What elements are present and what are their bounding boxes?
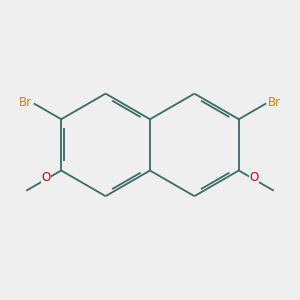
Text: O: O bbox=[250, 171, 259, 184]
Text: Br: Br bbox=[19, 96, 32, 109]
Text: O: O bbox=[41, 171, 50, 184]
Text: Br: Br bbox=[268, 96, 281, 109]
